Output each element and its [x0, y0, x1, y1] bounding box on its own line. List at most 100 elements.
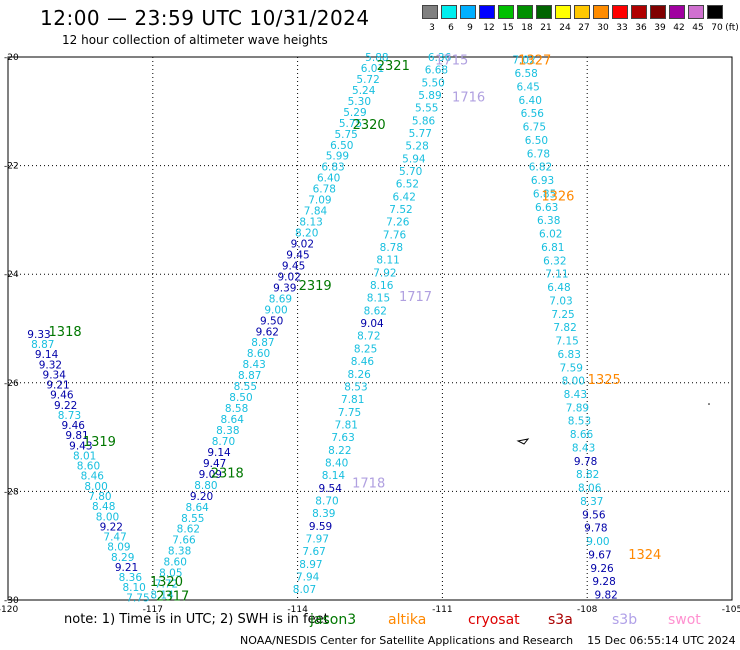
- wave-height-value: 8.73: [58, 410, 81, 422]
- legend-swatch: [517, 5, 533, 19]
- legend-label: 45: [692, 23, 704, 33]
- wave-height-value: 6.48: [547, 282, 570, 294]
- wave-height-value: 9.22: [100, 521, 123, 533]
- wave-height-value: 9.14: [35, 349, 59, 361]
- lon-tick-label: -114: [287, 605, 308, 615]
- wave-height-value: 9.09: [199, 469, 222, 481]
- wave-height-value: 9.28: [592, 576, 615, 588]
- wave-height-value: 8.60: [247, 348, 270, 360]
- wave-height-value: 8.06: [578, 483, 602, 495]
- wave-height-value: 8.55: [181, 513, 204, 525]
- wave-height-value: 8.69: [269, 293, 292, 305]
- lat-tick-label: -28: [4, 487, 19, 497]
- wave-height-value: 5.30: [348, 96, 371, 108]
- island-dot: [708, 403, 710, 405]
- wave-height-value: 8.10: [122, 582, 145, 594]
- legend-swatch: [536, 5, 552, 19]
- wave-height-value: 7.09: [308, 195, 331, 207]
- legend-label: 70: [711, 23, 723, 33]
- wave-height-value: 6.56: [521, 108, 545, 120]
- wave-height-value: 8.64: [185, 502, 209, 514]
- wave-height-value: 9.26: [590, 563, 614, 575]
- wave-height-value: 8.70: [315, 495, 338, 507]
- wave-height-value: 5.77: [409, 128, 432, 140]
- wave-height-value: 8.43: [564, 389, 587, 401]
- wave-height-value: 7.89: [566, 402, 589, 414]
- wave-height-value: 8.22: [328, 445, 351, 457]
- lon-tick-label: -120: [0, 605, 18, 615]
- wave-height-value: 8.01: [73, 450, 96, 462]
- legend-label: 30: [597, 23, 609, 33]
- wave-height-value: 6.36: [428, 52, 452, 64]
- wave-height-value: 8.66: [570, 429, 594, 441]
- wave-height-value: 8.16: [370, 280, 394, 292]
- wave-height-value: 9.21: [115, 562, 138, 574]
- wave-height-value: 8.40: [325, 457, 348, 469]
- wave-height-value: 6.40: [519, 95, 542, 107]
- wave-height-value: 8.14: [150, 590, 174, 602]
- wave-height-value: 8.60: [77, 461, 100, 473]
- legend-label: 39: [654, 23, 666, 33]
- wave-height-value: 5.24: [352, 85, 376, 97]
- legend-swatch: [441, 5, 457, 19]
- wave-height-value: 7.75: [338, 407, 361, 419]
- satellite-altika: altika: [388, 612, 427, 628]
- wave-height-value: 9.14: [207, 447, 231, 459]
- wave-height-value: 5.75: [339, 118, 362, 130]
- wave-height-value: 6.50: [525, 135, 548, 147]
- wave-height-value: 8.46: [81, 471, 105, 483]
- wave-height-value: 7.75: [126, 592, 149, 604]
- wave-height-value: 7.97: [306, 533, 329, 545]
- wave-height-value: 8.00: [562, 376, 585, 388]
- wave-height-value: 8.39: [312, 508, 335, 520]
- legend-unit: (ft): [725, 23, 739, 33]
- wave-height-value: 9.20: [190, 491, 213, 503]
- wave-height-value: 8.43: [242, 359, 265, 371]
- wave-height-value: 6.75: [523, 122, 546, 134]
- wave-height-value: 8.00: [84, 481, 107, 493]
- wave-height-value: 9.02: [278, 271, 301, 283]
- legend-label: 12: [483, 23, 495, 33]
- wave-height-value: 7.72: [155, 579, 178, 591]
- wave-height-value: 5.50: [421, 77, 444, 89]
- wave-height-value: 8.13: [299, 217, 322, 229]
- wave-height-value: 8.97: [299, 559, 322, 571]
- legend-swatch: [688, 5, 704, 19]
- wave-height-value: 5.88: [365, 52, 388, 64]
- wave-height-value: 6.78: [313, 184, 336, 196]
- wave-height-value: 8.38: [216, 425, 239, 437]
- wave-height-value: 7.76: [383, 229, 407, 241]
- wave-height-value: 8.87: [238, 370, 261, 382]
- lon-tick-label: -117: [143, 605, 163, 615]
- wave-height-value: 9.04: [360, 318, 384, 330]
- wave-height-value: 5.28: [405, 141, 428, 153]
- island-outline: [516, 438, 530, 445]
- wave-height-value: 6.50: [330, 140, 353, 152]
- wave-height-value: 7.02: [512, 55, 535, 67]
- lon-tick-label: -105: [722, 605, 740, 615]
- wave-height-value: 8.55: [234, 381, 257, 393]
- wave-height-value: 8.43: [572, 442, 595, 454]
- wave-height-value: 8.87: [251, 337, 274, 349]
- wave-height-value: 8.60: [164, 557, 187, 569]
- pass-number-label: 1325: [588, 373, 621, 388]
- wave-height-value: 5.70: [399, 166, 422, 178]
- wave-height-value: 8.58: [225, 403, 248, 415]
- wave-height-value: 7.80: [88, 491, 111, 503]
- wave-height-value: 8.36: [119, 572, 143, 584]
- wave-height-value: 9.39: [273, 282, 296, 294]
- wave-height-value: 6.68: [425, 65, 448, 77]
- legend-swatch: [498, 5, 514, 19]
- wave-height-value: 8.80: [194, 480, 217, 492]
- legend-swatch: [574, 5, 590, 19]
- credit-line: NOAA/NESDIS Center for Satellite Applica…: [240, 634, 736, 647]
- pass-number-label: 2319: [299, 279, 332, 294]
- footnote: note: 1) Time is in UTC; 2) SWH is in fe…: [64, 612, 329, 627]
- wave-height-value: 6.83: [321, 162, 344, 174]
- legend-swatch: [422, 5, 438, 19]
- satellite-swot: swot: [668, 612, 701, 628]
- wave-height-value: 9.62: [256, 326, 279, 338]
- wave-height-value: 7.82: [553, 322, 576, 334]
- wave-height-value: 9.34: [43, 369, 67, 381]
- wave-height-value: 9.46: [62, 420, 86, 432]
